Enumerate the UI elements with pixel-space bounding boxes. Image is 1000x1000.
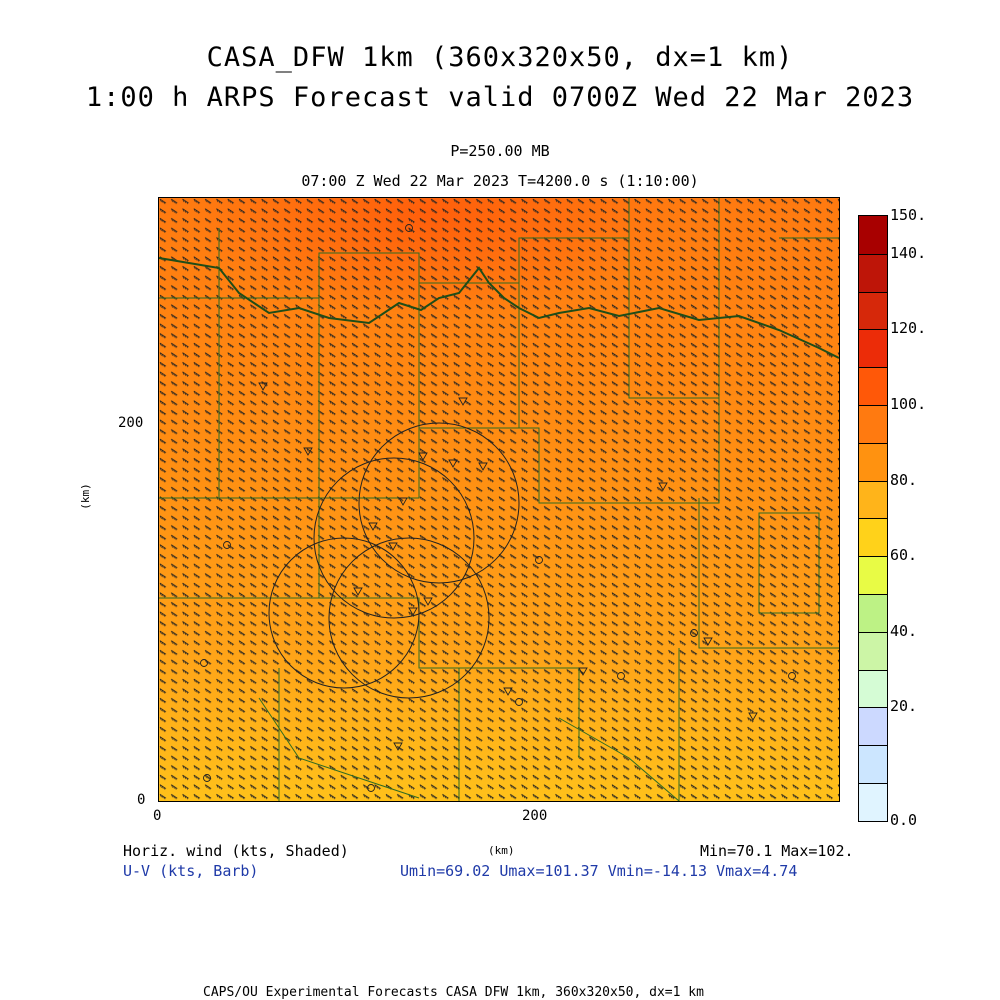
colorbar-label: 120. (890, 319, 927, 338)
wind-barbs (159, 198, 839, 801)
pressure-level-label: P=250.00 MB (450, 142, 550, 160)
colorbar-cell (859, 631, 887, 670)
vector-description: U-V (kts, Barb) (123, 862, 259, 880)
footer-credit: CAPS/OU Experimental Forecasts CASA DFW … (203, 985, 704, 1000)
map-plot-area (158, 197, 840, 802)
field-description: Horiz. wind (kts, Shaded) (123, 842, 349, 860)
colorbar-cell (859, 707, 887, 746)
colorbar-cell (859, 329, 887, 368)
colorbar-cell (859, 291, 887, 330)
x-tick-200: 200 (522, 808, 548, 824)
colorbar-cell (859, 669, 887, 708)
x-tick-0: 0 (153, 808, 162, 824)
colorbar-cell (859, 556, 887, 594)
state-boundary-red-river (159, 257, 839, 359)
colorbar-label: 150. (890, 206, 927, 224)
y-tick-200: 200 (118, 415, 144, 431)
y-axis-unit: (km) (78, 483, 92, 510)
y-tick-0: 0 (137, 792, 146, 808)
x-axis-unit: (km) (488, 844, 515, 857)
radar-range-rings (268, 422, 520, 699)
colorbar-cell (859, 782, 887, 821)
colorbar-label: 100. (890, 395, 927, 413)
station-markers (200, 224, 796, 792)
valid-time-label: 07:00 Z Wed 22 Mar 2023 T=4200.0 s (1:10… (301, 172, 699, 190)
colorbar-label: 40. (890, 621, 918, 640)
colorbar-cell (859, 593, 887, 632)
colorbar-cell (859, 404, 887, 443)
colorbar-cell (859, 480, 887, 519)
title-line-2: 1:00 h ARPS Forecast valid 0700Z Wed 22 … (85, 82, 915, 113)
colorbar-cell (859, 518, 887, 557)
colorbar-cell (859, 253, 887, 292)
colorbar-cell (859, 216, 887, 254)
wind-speed-colorbar (858, 215, 888, 822)
colorbar-label: 140. (890, 243, 927, 262)
colorbar-label: 60. (890, 546, 918, 565)
colorbar-label: 20. (890, 697, 918, 716)
title-line-1: CASA_DFW 1km (360x320x50, dx=1 km) (206, 42, 794, 73)
wind-field-map (159, 198, 839, 801)
field-min-max: Min=70.1 Max=102. (700, 842, 854, 860)
colorbar-cell (859, 367, 887, 405)
colorbar-cell (859, 745, 887, 783)
county-boundaries (159, 198, 839, 801)
colorbar-cell (859, 442, 887, 481)
colorbar-label: 80. (890, 470, 918, 489)
colorbar-label: 0.0 (890, 810, 918, 829)
uv-min-max: Umin=69.02 Umax=101.37 Vmin=-14.13 Vmax=… (400, 862, 798, 880)
